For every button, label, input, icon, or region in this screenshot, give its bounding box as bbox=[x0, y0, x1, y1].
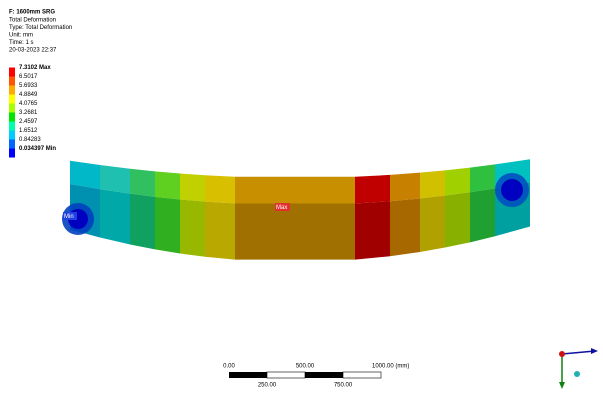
legend-swatch bbox=[9, 68, 15, 77]
legend-label: 7.3102 Max bbox=[19, 65, 51, 71]
legend-swatch bbox=[9, 131, 15, 140]
contour-ring bbox=[501, 179, 523, 201]
triad-origin bbox=[559, 351, 565, 357]
legend-swatch bbox=[9, 104, 15, 113]
legend-label: 2.4597 bbox=[19, 119, 38, 125]
result-title: F: 1600mm SRG bbox=[9, 10, 55, 16]
legend-swatch bbox=[9, 113, 15, 122]
legend-label: 0.84283 bbox=[19, 137, 41, 143]
beam-front-band bbox=[390, 199, 420, 257]
legend-label: 3.2681 bbox=[19, 110, 38, 116]
scale-label: 0.00 bbox=[223, 364, 235, 370]
beam-front-band bbox=[155, 197, 180, 254]
scale-label: 1000.00 (mm) bbox=[372, 364, 409, 370]
legend-swatch bbox=[9, 140, 15, 149]
viewport: F: 1600mm SRG Min Max 7.3102 Max 6.5017 5.6… bbox=[0, 0, 603, 401]
result-info: 20-03-2023 22:37 bbox=[9, 48, 57, 54]
beam-front-band bbox=[355, 201, 390, 259]
beam-top-band bbox=[445, 168, 470, 196]
legend-label: 6.5017 bbox=[19, 74, 38, 80]
beam-front-band bbox=[180, 200, 205, 257]
legend-swatch bbox=[9, 149, 15, 158]
legend-label: 0.034397 Min bbox=[19, 146, 56, 152]
legend-swatch bbox=[9, 122, 15, 131]
legend-label: 4.8849 bbox=[19, 92, 38, 98]
legend-label: 1.6512 bbox=[19, 128, 38, 134]
beam-top-band bbox=[100, 165, 130, 194]
result-info: Total Deformation bbox=[9, 18, 56, 24]
beam-front-band bbox=[420, 196, 445, 252]
legend-swatch bbox=[9, 77, 15, 86]
beam-front-band bbox=[235, 204, 355, 260]
scale-label: 500.00 bbox=[296, 364, 315, 370]
probe-label: Min bbox=[64, 214, 74, 220]
result-info: Time: 1 s bbox=[9, 40, 33, 46]
probe-label: Max bbox=[276, 205, 287, 211]
beam-top-band bbox=[355, 175, 390, 204]
scale-label: 250.00 bbox=[258, 383, 277, 389]
scale-seg bbox=[229, 372, 267, 378]
beam-front-band bbox=[470, 188, 495, 242]
legend-swatch bbox=[9, 86, 15, 95]
legend-swatch bbox=[9, 95, 15, 104]
scale-seg bbox=[267, 372, 305, 378]
beam-top-band bbox=[155, 171, 180, 199]
beam-top-band bbox=[205, 175, 235, 203]
beam-top-band bbox=[420, 170, 445, 198]
beam-front-band bbox=[100, 189, 130, 244]
beam-top-band bbox=[390, 173, 420, 202]
beam-top-band bbox=[470, 164, 495, 192]
scale-seg bbox=[343, 372, 381, 378]
legend-label: 4.0765 bbox=[19, 101, 38, 107]
result-info: Type: Total Deformation bbox=[9, 25, 72, 31]
scale-label: 750.00 bbox=[334, 383, 353, 389]
beam-top-band bbox=[235, 177, 355, 204]
beam-top-band bbox=[130, 169, 155, 197]
beam-top-band bbox=[180, 174, 205, 202]
beam-front-band bbox=[445, 192, 470, 247]
beam-front-band bbox=[205, 202, 235, 260]
legend-label: 5.6933 bbox=[19, 83, 38, 89]
triad-ball bbox=[574, 371, 580, 377]
beam-front-band bbox=[130, 194, 155, 250]
scale-seg bbox=[305, 372, 343, 378]
result-info: Unit: mm bbox=[9, 33, 33, 39]
